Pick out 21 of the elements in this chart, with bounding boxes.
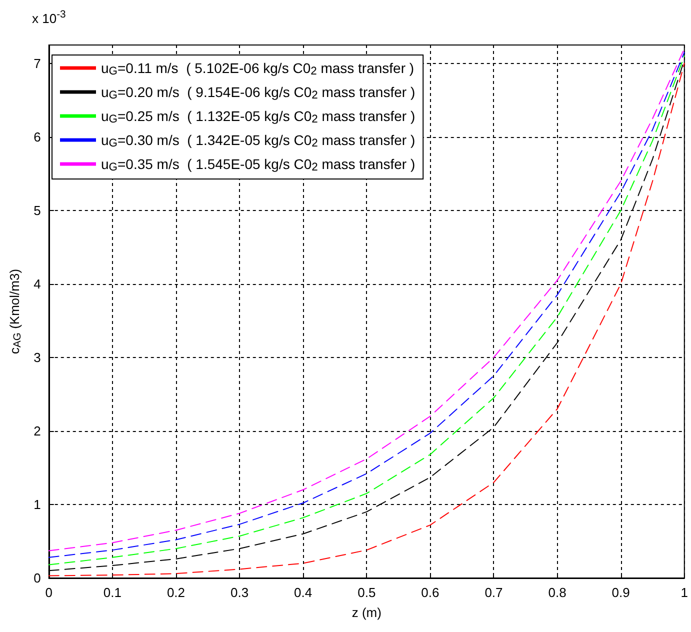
y-tick-label: 7	[34, 56, 41, 71]
y-axis-title: cAG (Kmol/m3)	[7, 268, 24, 354]
x-tick-label: 0.5	[358, 585, 376, 600]
y-tick-label: 4	[34, 276, 41, 292]
x-tick-label: 0.2	[166, 585, 186, 600]
x-tick-label: 0.6	[421, 585, 440, 600]
x-tick-label: 0.1	[103, 585, 122, 600]
x-tick-label: 0.9	[612, 585, 630, 600]
y-tick-label: 1	[34, 496, 41, 512]
y-tick-label: 6	[34, 129, 41, 144]
x-tick-label: 0.8	[548, 585, 566, 600]
x-tick-label: 1	[680, 585, 688, 600]
x-tick-label: 0.7	[484, 585, 503, 600]
x-tick-label: 0.3	[230, 585, 249, 600]
y-tick-label: 3	[34, 350, 41, 365]
x-tick-label: 0.4	[294, 585, 312, 600]
x-axis-title: z (m)	[352, 605, 382, 620]
y-tick-label: 5	[34, 202, 41, 218]
y-tick-label: 0	[34, 570, 41, 586]
x-tick-label: 0	[45, 585, 52, 600]
y-tick-label: 2	[34, 423, 41, 438]
